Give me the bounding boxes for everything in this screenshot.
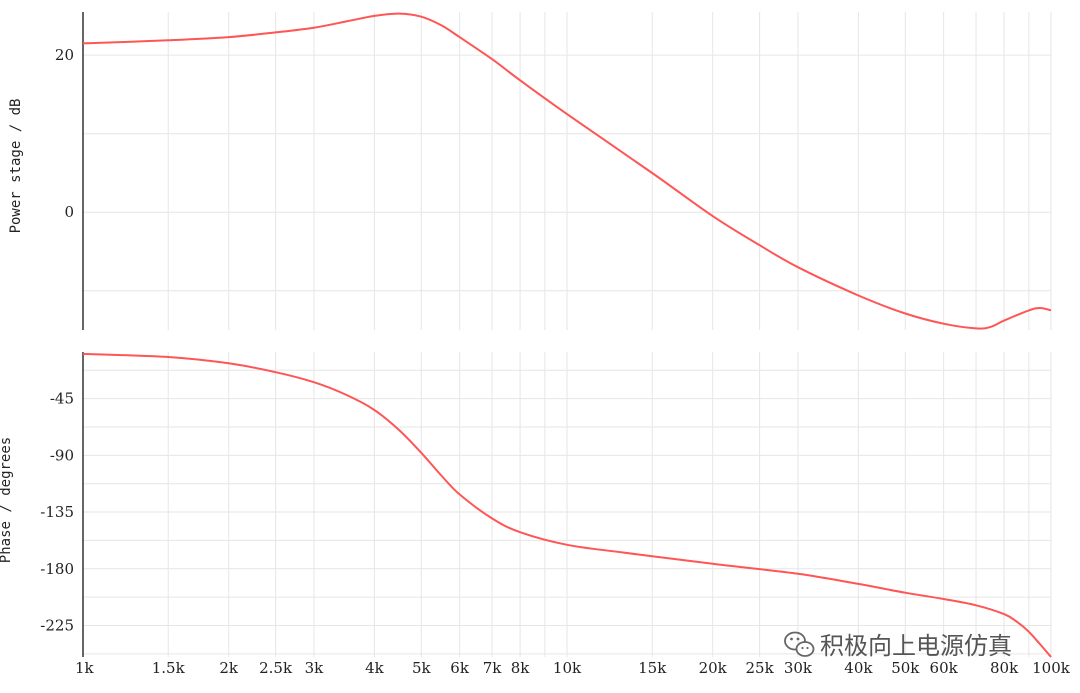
x-tick-label: 100k <box>1032 659 1071 677</box>
phase-curve <box>82 352 1052 658</box>
x-tick-label: 50k <box>891 659 920 677</box>
x-tick-label: 15k <box>638 659 667 677</box>
x-tick-label: 30k <box>784 659 813 677</box>
x-tick-label: 2.5k <box>259 659 293 677</box>
magnitude-curve <box>82 12 1052 330</box>
x-tick-label: 4k <box>365 659 385 677</box>
watermark-text: 积极向上电源仿真 <box>820 632 1012 660</box>
y-tick-label: 0 <box>64 203 74 221</box>
y-tick-label: -135 <box>40 503 74 521</box>
y-tick-label: 20 <box>55 46 74 64</box>
x-tick-label: 7k <box>483 659 503 677</box>
y-tick-label: -45 <box>50 390 74 408</box>
x-tick-label: 10k <box>553 659 582 677</box>
x-tick-label: 1.5k <box>152 659 186 677</box>
x-tick-label: 20k <box>699 659 728 677</box>
x-tick-label: 1k <box>75 659 95 677</box>
x-tick-label: 2k <box>219 659 239 677</box>
x-tick-label: 3k <box>305 659 325 677</box>
y-axis-title-phase: Phase / degrees <box>0 437 14 563</box>
x-tick-label: 40k <box>844 659 873 677</box>
x-tick-label: 60k <box>930 659 959 677</box>
x-tick-label: 8k <box>511 659 531 677</box>
grid <box>82 12 1052 657</box>
wechat-icon <box>784 631 815 657</box>
x-tick-label: 5k <box>412 659 432 677</box>
x-tick-label: 80k <box>990 659 1019 677</box>
y-tick-label: -90 <box>50 446 74 464</box>
x-tick-label: 25k <box>746 659 775 677</box>
y-tick-label: -225 <box>40 616 74 634</box>
y-axis-title-magnitude: Power stage / dB <box>8 99 24 234</box>
series <box>82 12 1052 658</box>
x-tick-label: 6k <box>450 659 470 677</box>
y-tick-label: -180 <box>40 560 74 578</box>
tick-labels: 20 0 -45 -90 -135 -180 -225 1k 1.5k 2k 2.5k 3k 4k 5k 6… <box>40 46 1070 677</box>
watermark: 积极向上电源仿真 <box>784 631 1012 660</box>
